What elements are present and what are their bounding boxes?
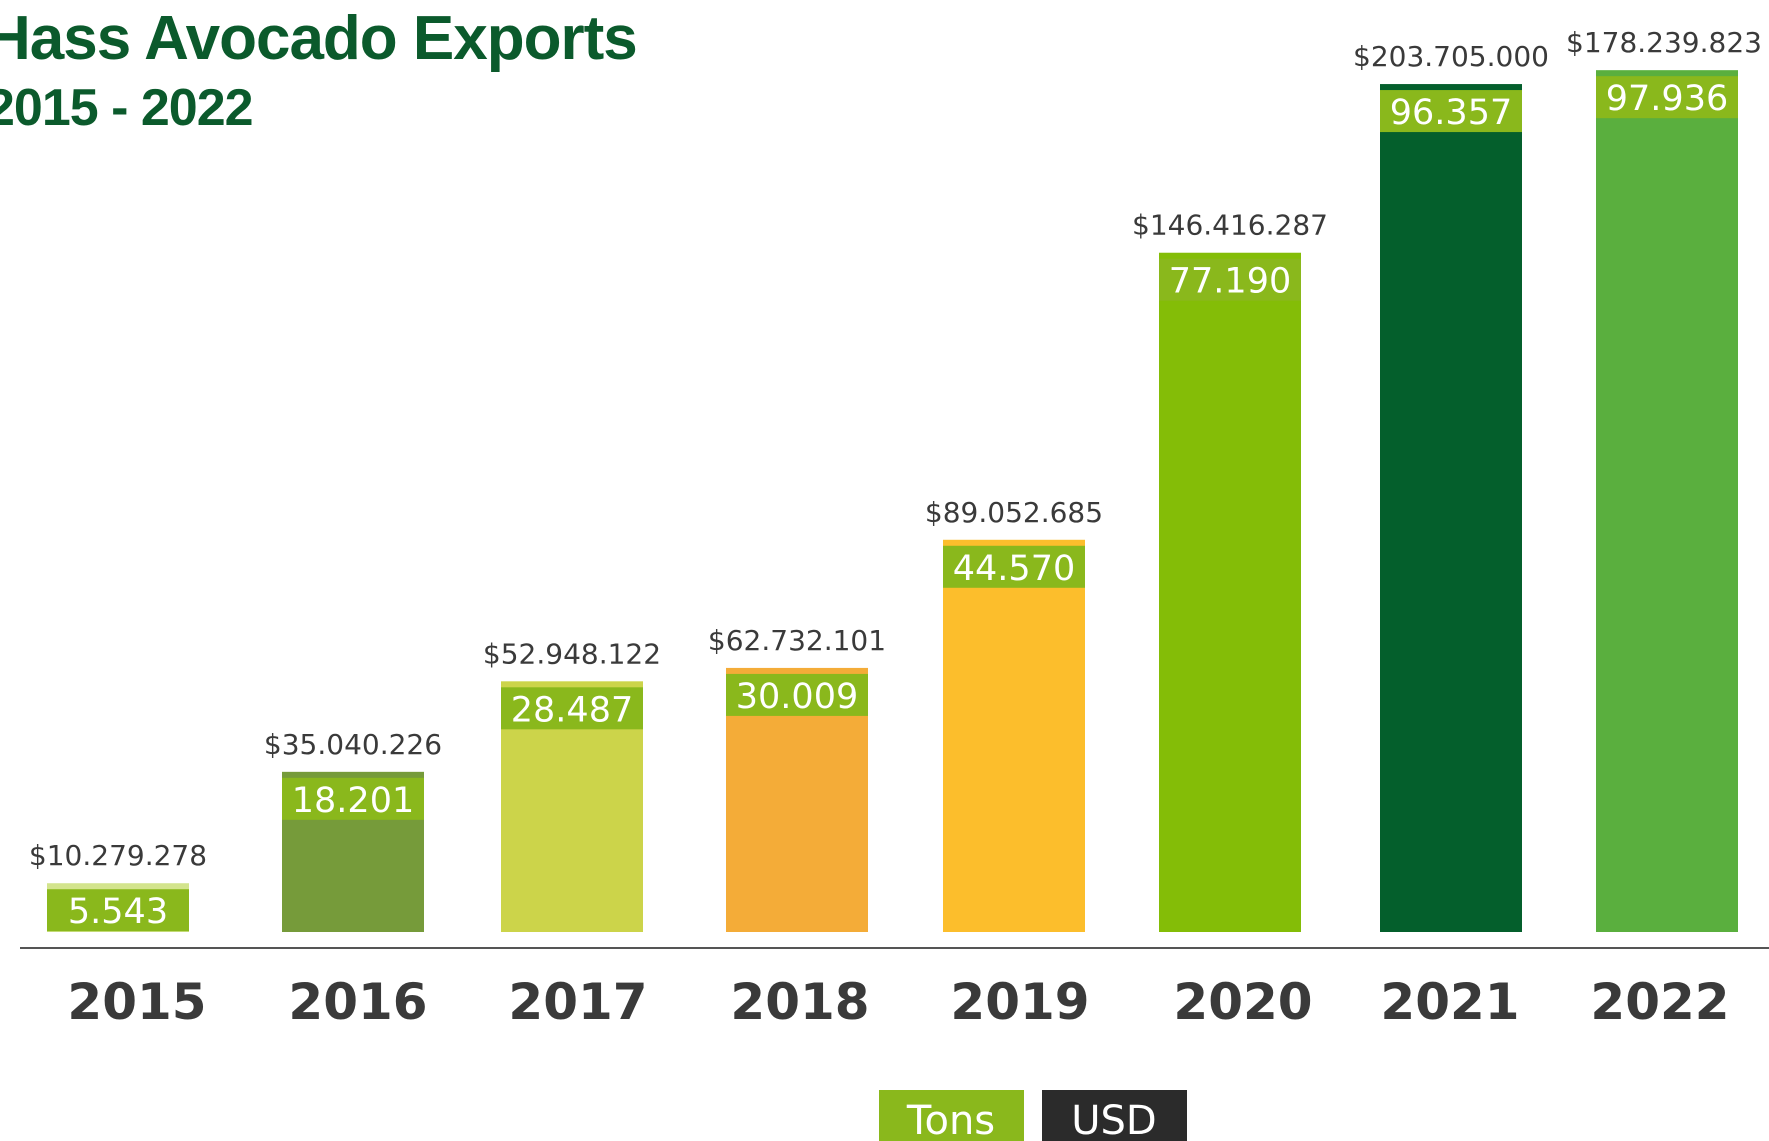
- legend-swatch-usd: [1042, 1090, 1187, 1141]
- x-tick-2016: 2016: [288, 973, 427, 1031]
- x-tick-2017: 2017: [508, 973, 647, 1031]
- usd-label-2019: $89.052.685: [925, 496, 1103, 529]
- x-tick-2022: 2022: [1590, 973, 1729, 1031]
- usd-label-2020: $146.416.287: [1132, 209, 1328, 242]
- usd-label-2018: $62.732.101: [708, 624, 886, 657]
- usd-label-2015: $10.279.278: [29, 839, 207, 872]
- tons-label-bg-2022: [1596, 76, 1738, 119]
- x-tick-2021: 2021: [1380, 973, 1519, 1031]
- tons-label-2017: 28.487: [511, 690, 633, 730]
- usd-label-2016: $35.040.226: [264, 728, 442, 761]
- bar-2021: [1380, 84, 1522, 932]
- usd-label-2017: $52.948.122: [483, 637, 661, 670]
- tons-label-2016: 18.201: [292, 781, 414, 821]
- tons-label-2018: 30.009: [736, 677, 858, 717]
- tons-label-2022: 97.936: [1606, 79, 1728, 119]
- legend-swatch-tons: [879, 1090, 1024, 1141]
- tons-label-2021: 96.357: [1390, 93, 1512, 133]
- tons-label-bg-2016: [282, 777, 424, 820]
- x-tick-2018: 2018: [730, 973, 869, 1031]
- tons-label-2019: 44.570: [953, 549, 1075, 589]
- usd-label-2021: $203.705.000: [1353, 40, 1549, 73]
- x-tick-2020: 2020: [1173, 973, 1312, 1031]
- tons-label-bg-2018: [726, 673, 868, 716]
- bar-2019: [943, 539, 1085, 932]
- tons-label-bg-2020: [1159, 258, 1301, 301]
- tons-label-2020: 77.190: [1169, 262, 1291, 302]
- bars-group: 5.543 $10.279.278 2015 18.201 $35.040.226 201…: [29, 26, 1762, 1031]
- tons-label-bg-2021: [1380, 90, 1522, 133]
- legend-label-tons: Tons: [906, 1098, 995, 1141]
- legend: Tons USD: [879, 1090, 1187, 1141]
- x-tick-2015: 2015: [67, 973, 206, 1031]
- bar-2020: [1159, 252, 1301, 932]
- tons-label-bg-2015: [47, 889, 189, 932]
- chart-title-line2: 2015 - 2022: [0, 79, 254, 137]
- chart-title: Hass Avocado Exports 2015 - 2022: [0, 4, 638, 137]
- x-tick-2019: 2019: [950, 973, 1089, 1031]
- chart-title-line1: Hass Avocado Exports: [0, 4, 638, 73]
- legend-label-usd: USD: [1071, 1098, 1156, 1141]
- usd-label-2022: $178.239.823: [1566, 26, 1762, 59]
- tons-label-bg-2017: [501, 687, 643, 730]
- tons-label-bg-2019: [943, 545, 1085, 588]
- tons-label-2015: 5.543: [68, 892, 168, 932]
- bar-2022: [1596, 70, 1738, 932]
